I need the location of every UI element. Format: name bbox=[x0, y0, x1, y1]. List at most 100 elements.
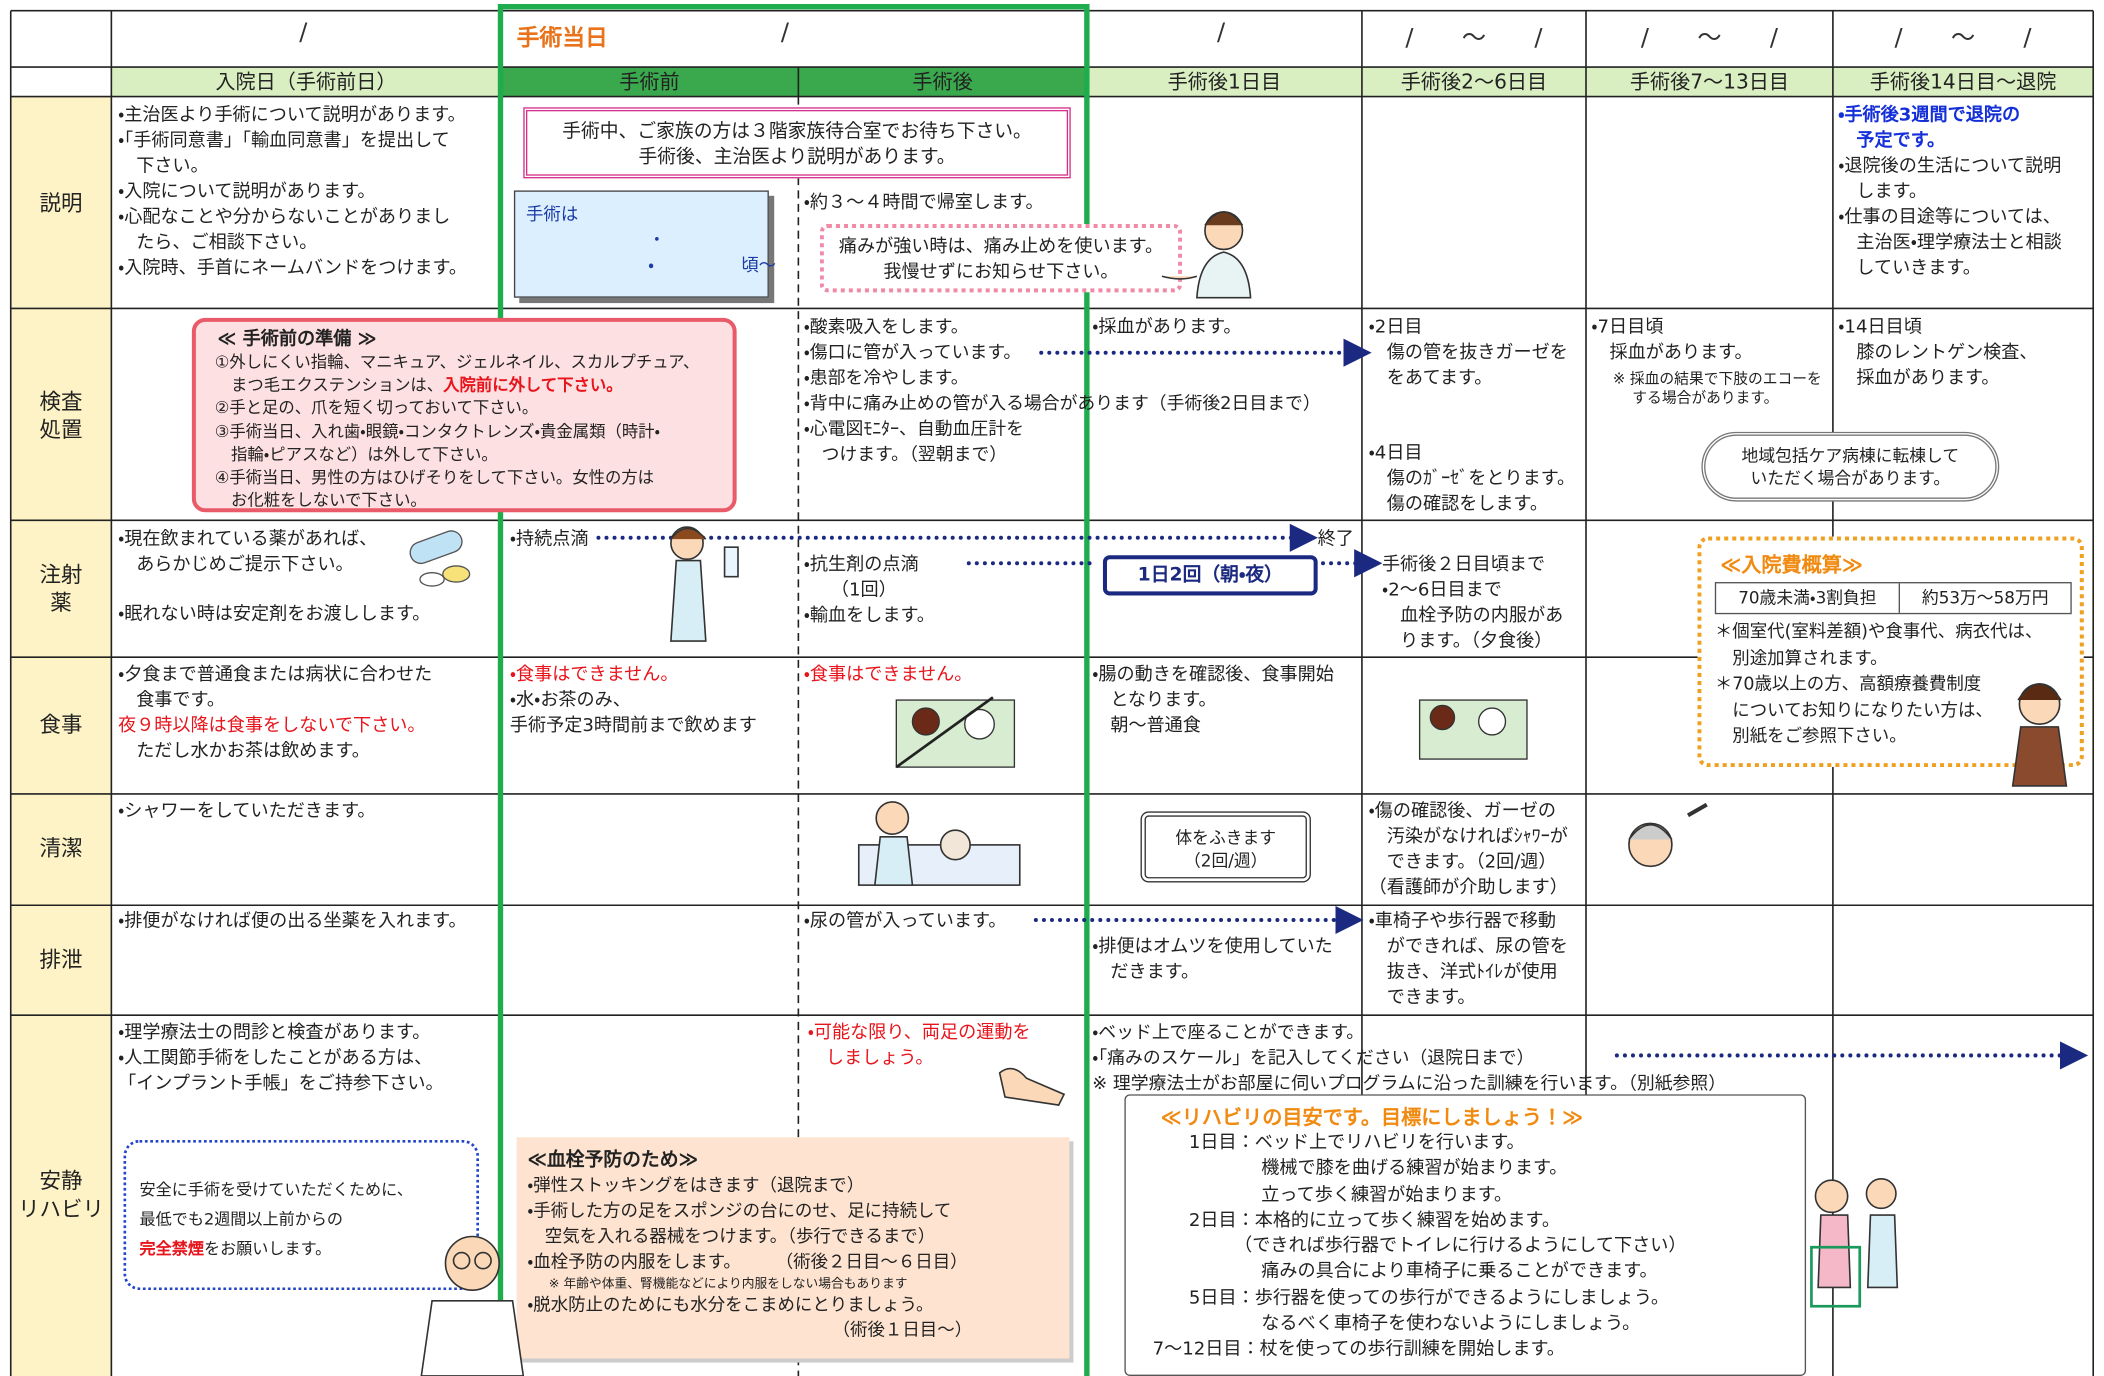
text-line: 7～12日目：杖を使っての歩行訓練を開始します。 bbox=[1152, 1338, 1565, 1361]
text-block: ・食事はできません。 ・水・お茶のみ、 手術予定3時間前まで飲めます bbox=[510, 663, 757, 739]
text-block: ・シャワーをしていただきます。 bbox=[118, 799, 375, 824]
text-line: ・入院について説明があります。 bbox=[118, 181, 376, 203]
text-line: 機械で膝を曲げる練習が始まります。 bbox=[1152, 1157, 1568, 1180]
cost-box: ≪入院費概算≫ 70歳未満・3割負担 約53万～58万円 ＊個室代(室料差額)や… bbox=[1697, 536, 2084, 768]
text-block: ・可能な限り、両足の運動を しましょう。 bbox=[808, 1021, 1031, 1072]
text-block: ・酸素吸入をします。 ・傷口に管が入っています。 ・患部を冷やします。 ・背中に痛み止… bbox=[804, 315, 1321, 468]
date: / bbox=[299, 18, 308, 47]
text-line: 排泄 bbox=[39, 946, 83, 973]
text-line: 手術後２日目頃まで bbox=[1382, 553, 1546, 576]
text-line: ・7日目頃 bbox=[1591, 316, 1664, 338]
text-line: についてお知りになりたい方は、 bbox=[1714, 700, 1993, 721]
text-line: ・心配なことや分からないことがありまし bbox=[118, 206, 451, 228]
label-column bbox=[10, 96, 112, 1376]
date: / ～ / bbox=[1640, 24, 1778, 53]
text-block: ・4日目 傷のｶﾞｰｾﾞをとります。 傷の確認をします。 bbox=[1369, 441, 1576, 517]
text-line: 抜き、洋式ﾄｲﾚが使用 bbox=[1368, 961, 1558, 984]
text-block: ・傷の確認後、ガーゼの 汚染がなければｼｬﾜｰが できます。（2回/週） （看護師… bbox=[1369, 799, 1568, 901]
text-block: ・腸の動きを確認後、食事開始 となります。 朝～普通食 bbox=[1092, 663, 1334, 739]
text-segment: 夜９時以降は食事をしないで下さい。 bbox=[118, 714, 426, 737]
text-block: ・採血があります。 bbox=[1092, 315, 1241, 340]
row-label: 排泄 bbox=[11, 945, 112, 973]
text-line: ・眠れない時は安定剤をお渡しします。 bbox=[118, 603, 431, 625]
text-line: 清潔 bbox=[39, 835, 83, 861]
text-line: 痛みが強い時は、痛み止めを使います。 bbox=[838, 236, 1164, 258]
text-line: ・排便がなければ便の出る坐薬を入れます。 bbox=[118, 910, 467, 933]
text-line: リハビリ bbox=[18, 1196, 104, 1222]
text-line: 注射 bbox=[39, 561, 83, 588]
text-line: 最低でも2週間以上前からの bbox=[139, 1209, 344, 1229]
text-block: ・退院後の生活について説明 します。 ・仕事の目途等については、 主治医・理学療法… bbox=[1838, 154, 2062, 281]
row-label: 安静 リハビリ bbox=[11, 1167, 112, 1223]
surgery-day: 手術当日 bbox=[516, 25, 608, 53]
text-line: あらかじめご提示下さい。 bbox=[118, 553, 354, 576]
text-line: 1日目：ベッド上でリハビリを行います。 bbox=[1152, 1131, 1525, 1154]
text-line: 手術は bbox=[525, 205, 579, 226]
text-line: ④手術当日、男性の方はひげそりをして下さい。女性の方は bbox=[214, 468, 655, 487]
text-block: ・眠れない時は安定剤をお渡しします。 bbox=[118, 602, 430, 627]
date: / bbox=[1217, 18, 1226, 47]
text-line: ・2日目 bbox=[1368, 316, 1423, 338]
text-line: ・人工関節手術をしたことがある方は、 bbox=[118, 1047, 433, 1069]
text-line: できます。 bbox=[1368, 987, 1476, 1009]
text-block: ・食事はできません。 bbox=[804, 663, 973, 688]
text-line: まつ毛エクステンションは、入院前に外して下さい。 bbox=[215, 374, 720, 397]
text-line: ただし水かお茶は飲めます。 bbox=[118, 740, 370, 762]
text-line: ・心電図ﾓﾆﾀｰ、自動血圧計を bbox=[803, 419, 1024, 440]
text-block: ・約３～４時間で帰室します。 bbox=[804, 190, 1044, 215]
text-line: していきます。 bbox=[1838, 257, 1981, 279]
cost-cell: 約53万～58万円 bbox=[1921, 587, 2049, 608]
text-block: ・抗生剤の点滴 （1回） ・輸血をします。 bbox=[804, 553, 935, 629]
text-line: ・輸血をします。 bbox=[803, 604, 935, 627]
text-line: しましょう。 bbox=[807, 1047, 934, 1069]
text-block: ・尿の管が入っています。 bbox=[804, 909, 1007, 934]
text-block: ・現在飲まれている薬があれば、 あらかじめご提示下さい。 bbox=[118, 527, 377, 578]
text-line: 血栓予防の内服があ bbox=[1382, 604, 1564, 627]
text-line: 主治医・理学療法士と相談 bbox=[1838, 232, 2062, 254]
text-line: ・水・お茶のみ、 bbox=[509, 689, 631, 711]
text-line: ・可能な限り、両足の運動を bbox=[807, 1021, 1031, 1044]
text-line: 指輪・ピアスなど）は外して下さい。 bbox=[214, 444, 498, 464]
text-line: たら、ご相談下さい。 bbox=[118, 232, 318, 254]
phase: 手術前 bbox=[619, 69, 680, 94]
text-line: 空気を入れる器械をつけます。（歩行できるまで） bbox=[527, 1227, 936, 1248]
text-line: 安静 bbox=[39, 1168, 83, 1194]
text-line: ・仕事の目途等については、 bbox=[1838, 206, 2061, 228]
text-line: 安全に手術を受けていただくために、 bbox=[139, 1180, 413, 1199]
text-line: （2回/週） bbox=[1184, 850, 1268, 871]
prep-title: ≪ 手術前の準備 ≫ bbox=[217, 328, 377, 351]
row-label: 清潔 bbox=[11, 834, 112, 862]
text-line: 処置 bbox=[39, 417, 83, 443]
phase: 手術後1日目 bbox=[1167, 69, 1282, 94]
text-line: 痛みの具合により車椅子に乗ることができます。 bbox=[1152, 1261, 1658, 1283]
text-line: ・「手術同意書」「輸血同意書」を提出して bbox=[118, 130, 450, 152]
text-block: ・手術後3週間で退院の 予定です。 bbox=[1838, 103, 2020, 154]
row-label: 注射薬 bbox=[11, 561, 112, 617]
twice-box: 1日2回（朝・夜） bbox=[1102, 555, 1318, 596]
text-line: ・夕食まで普通食または病状に合わせた bbox=[118, 663, 433, 686]
text-line: ・ 頃～ bbox=[525, 256, 777, 277]
text-line: ・血栓予防の内服をします。 （術後２日目～６日目） bbox=[527, 1252, 968, 1273]
text-segment: 完全禁煙 bbox=[139, 1239, 204, 1258]
thrombosis-box: ≪血栓予防のため≫ ・弾性ストッキングをはきます（退院まで） ・手術した方の足をス… bbox=[516, 1137, 1070, 1359]
text-line: 傷のｶﾞｰｾﾞをとります。 bbox=[1368, 468, 1576, 490]
text-line: 採血があります。 bbox=[1591, 341, 1753, 364]
text-line: となります。 bbox=[1092, 689, 1217, 711]
prep-list: ①外しにくい指輪、マニキュア、ジェルネイル、スカルプチュア、 まつ毛エクステンシ… bbox=[209, 351, 719, 512]
text-line: 膝のレントゲン検査、 bbox=[1838, 341, 2038, 364]
text-line: ・車椅子や歩行器で移動 bbox=[1368, 910, 1556, 933]
text-line: ・ bbox=[525, 230, 666, 251]
text-line: 別紙をご参照下さい。 bbox=[1714, 726, 1907, 747]
text-block: ・夕食まで普通食または病状に合わせた 食事です。 夜９時以降は食事をしないで下さい… bbox=[118, 663, 432, 765]
phase: 手術後 bbox=[912, 69, 973, 94]
text-line: ・食事はできません。 bbox=[803, 663, 973, 686]
text-segment: をお願いします。 bbox=[203, 1239, 332, 1258]
text-line: ＊個室代(室料差額)や食事代、病衣代は、 bbox=[1714, 622, 2043, 643]
family-box: 手術中、ご家族の方は３階家族待合室でお待ち下さい。 手術後、主治医より説明がありま… bbox=[523, 107, 1071, 179]
text-line: ・退院後の生活について説明 bbox=[1838, 155, 2062, 178]
phase: 手術後2～6日目 bbox=[1400, 69, 1548, 94]
